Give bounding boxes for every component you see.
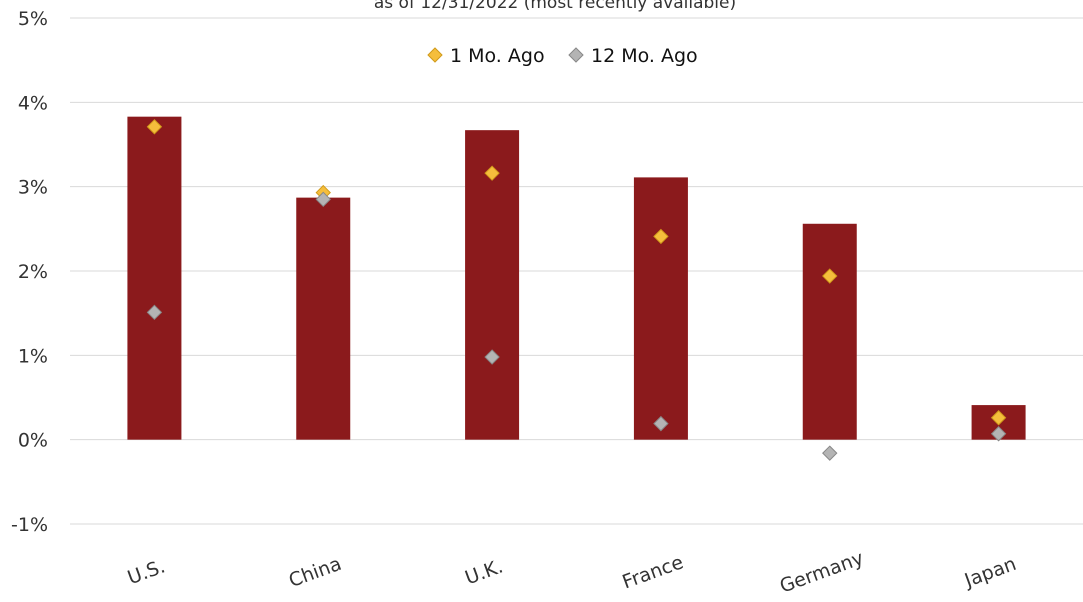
marker-1mo xyxy=(484,165,500,181)
markers xyxy=(146,119,1007,461)
legend-label-1mo: 1 Mo. Ago xyxy=(450,45,545,67)
marker-12mo xyxy=(484,349,500,365)
marker-12mo xyxy=(822,445,838,461)
y-tick-label: 3% xyxy=(18,177,48,199)
gridlines xyxy=(70,17,1083,525)
y-tick-label: 5% xyxy=(18,8,48,30)
y-tick-label: 0% xyxy=(18,430,48,452)
bar xyxy=(802,223,857,440)
x-category-label: U.K. xyxy=(462,555,506,589)
y-tick-label: -1% xyxy=(11,514,48,536)
bar xyxy=(296,197,351,440)
x-category-label: Germany xyxy=(777,547,867,598)
bar xyxy=(465,130,520,440)
marker-1mo xyxy=(990,410,1007,426)
marker-1mo xyxy=(146,119,163,135)
legend-item-1mo: 1 Mo. Ago xyxy=(427,45,545,67)
bar xyxy=(633,177,688,440)
y-tick-label: 2% xyxy=(18,261,48,283)
x-axis-category-labels: U.S. China U.K. France Germany Japan xyxy=(125,547,1019,598)
bars xyxy=(127,116,1026,440)
y-axis-tick-labels: -1% 0% 1% 2% 3% 4% 5% xyxy=(11,8,48,536)
chart-subtitle: as of 12/31/2022 (most recently availabl… xyxy=(374,0,736,13)
y-tick-label: 4% xyxy=(18,92,48,114)
legend-marker-1mo xyxy=(427,47,443,63)
x-category-label: France xyxy=(619,551,686,593)
legend-marker-12mo xyxy=(568,47,584,63)
marker-1mo xyxy=(653,228,669,245)
x-category-label: Japan xyxy=(961,553,1019,592)
legend-item-12mo: 12 Mo. Ago xyxy=(568,45,698,67)
marker-12mo xyxy=(653,415,669,432)
legend: 1 Mo. Ago 12 Mo. Ago xyxy=(427,45,698,67)
marker-12mo xyxy=(990,426,1007,442)
marker-12mo xyxy=(146,304,163,321)
marker-12mo xyxy=(315,191,331,208)
marker-1mo xyxy=(822,268,838,284)
bar xyxy=(127,116,182,440)
y-tick-label: 1% xyxy=(18,345,48,367)
x-category-label: U.S. xyxy=(125,556,168,590)
legend-label-12mo: 12 Mo. Ago xyxy=(591,45,698,67)
x-category-label: China xyxy=(286,553,345,592)
